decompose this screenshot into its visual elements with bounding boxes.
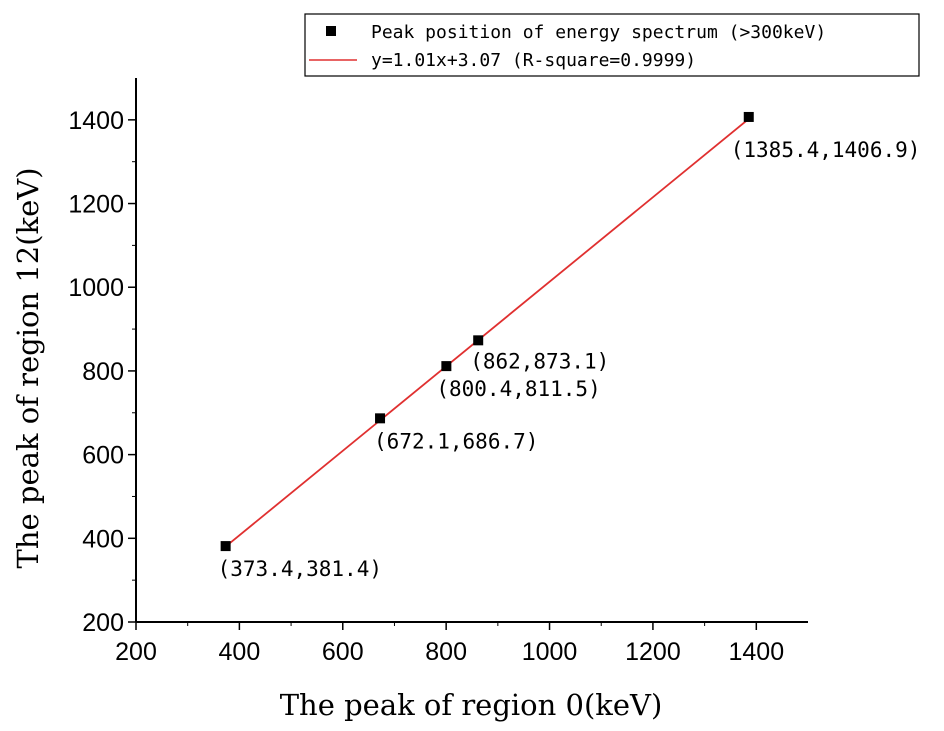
x-axis-ticks: 200 400 600 800 1000 1200 1400 (115, 622, 784, 666)
x-tick-label: 1000 (522, 638, 578, 666)
data-point-label: (862,873.1) (470, 349, 609, 373)
x-tick-label: 400 (219, 638, 261, 666)
x-tick-label: 800 (425, 638, 467, 666)
y-tick-label: 600 (82, 442, 124, 470)
y-tick-label: 1400 (68, 107, 124, 135)
x-tick-label: 600 (322, 638, 364, 666)
y-tick-label: 1200 (68, 191, 124, 219)
data-point (375, 413, 386, 424)
data-point-label: (1385.4,1406.9) (731, 138, 921, 162)
data-point-label: (800.4,811.5) (436, 377, 600, 401)
legend-box (304, 13, 920, 77)
fit-line (225, 118, 750, 548)
y-tick-label: 800 (82, 358, 124, 386)
legend-scatter-label: Peak position of energy spectrum (>300ke… (371, 22, 826, 43)
legend-scatter-marker (326, 26, 336, 36)
point-labels: (373.4,381.4) (672.1,686.7) (800.4,811.5) (… (218, 138, 921, 581)
y-tick-label: 200 (82, 609, 124, 637)
data-point (743, 111, 754, 122)
x-tick-label: 1200 (625, 638, 681, 666)
y-tick-label: 1000 (68, 274, 124, 302)
data-point (441, 361, 452, 372)
scatter-series (220, 111, 754, 552)
y-axis-title: The peak of region 12(keV) (11, 167, 45, 568)
x-tick-label: 200 (115, 638, 157, 666)
x-tick-label: 1400 (728, 638, 784, 666)
y-axis-ticks: 200 400 600 800 1000 1200 1400 (68, 107, 136, 637)
legend: Peak position of energy spectrum (>300ke… (304, 13, 920, 77)
data-point (220, 541, 231, 552)
data-point-label: (373.4,381.4) (218, 557, 382, 581)
x-axis-title: The peak of region 0(keV) (280, 688, 663, 722)
y-tick-label: 400 (82, 525, 124, 553)
data-point-label: (672.1,686.7) (374, 429, 538, 453)
fit-line-series (225, 118, 750, 548)
data-point (473, 335, 484, 346)
legend-line-label: y=1.01x+3.07 (R-square=0.9999) (371, 50, 696, 71)
